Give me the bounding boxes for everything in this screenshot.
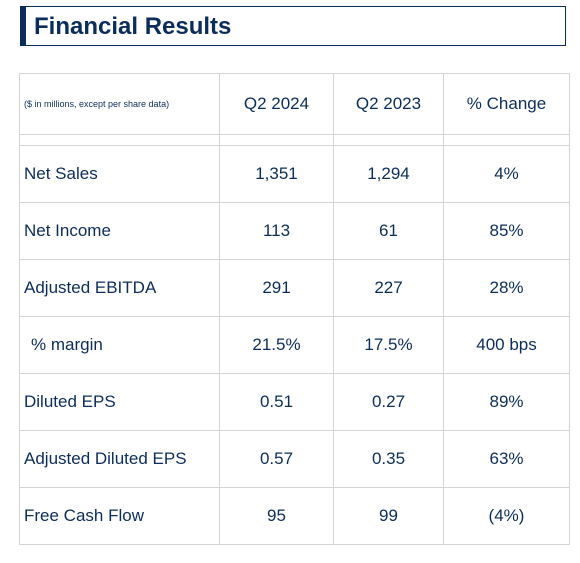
spacer-cell: [19, 134, 220, 146]
cell-q2-2023: 0.35: [333, 430, 444, 488]
cell-q2-2024: 0.57: [219, 430, 334, 488]
cell-q2-2024: 21.5%: [219, 316, 334, 374]
cell-q2-2023: 1,294: [333, 145, 444, 203]
cell-q2-2023: 99: [333, 487, 444, 545]
row-label: Net Income: [19, 202, 220, 260]
cell-q2-2023: 227: [333, 259, 444, 317]
units-note: ($ in millions, except per share data): [19, 73, 220, 135]
cell-q2-2024: 0.51: [219, 373, 334, 431]
table-row-net-sales: Net Sales 1,351 1,294 4%: [19, 145, 570, 203]
cell-q2-2023: 17.5%: [333, 316, 444, 374]
table-header-row: ($ in millions, except per share data) Q…: [19, 73, 570, 135]
table-row-margin: % margin 21.5% 17.5% 400 bps: [19, 316, 570, 374]
col-header-q2-2024: Q2 2024: [219, 73, 334, 135]
row-label: Free Cash Flow: [19, 487, 220, 545]
cell-q2-2024: 113: [219, 202, 334, 260]
spacer-cell: [443, 134, 570, 146]
table-row-net-income: Net Income 113 61 85%: [19, 202, 570, 260]
cell-change: 28%: [443, 259, 570, 317]
row-label: Adjusted EBITDA: [19, 259, 220, 317]
row-label: Adjusted Diluted EPS: [19, 430, 220, 488]
row-label: Net Sales: [19, 145, 220, 203]
cell-change: 63%: [443, 430, 570, 488]
table-row-free-cash-flow: Free Cash Flow 95 99 (4%): [19, 487, 570, 545]
cell-q2-2023: 0.27: [333, 373, 444, 431]
cell-change: 85%: [443, 202, 570, 260]
cell-q2-2023: 61: [333, 202, 444, 260]
cell-change: 4%: [443, 145, 570, 203]
cell-q2-2024: 291: [219, 259, 334, 317]
cell-q2-2024: 1,351: [219, 145, 334, 203]
cell-change: 400 bps: [443, 316, 570, 374]
table-row-adjusted-diluted-eps: Adjusted Diluted EPS 0.57 0.35 63%: [19, 430, 570, 488]
cell-change: 89%: [443, 373, 570, 431]
title-banner: Financial Results: [20, 6, 566, 46]
cell-q2-2024: 95: [219, 487, 334, 545]
table-row-adjusted-ebitda: Adjusted EBITDA 291 227 28%: [19, 259, 570, 317]
row-label: % margin: [19, 316, 220, 374]
col-header-q2-2023: Q2 2023: [333, 73, 444, 135]
col-header-pct-change: % Change: [443, 73, 570, 135]
row-label: Diluted EPS: [19, 373, 220, 431]
financial-results-table: ($ in millions, except per share data) Q…: [19, 73, 570, 545]
spacer-row: [19, 134, 570, 146]
spacer-cell: [333, 134, 444, 146]
page-title: Financial Results: [34, 13, 232, 40]
table-row-diluted-eps: Diluted EPS 0.51 0.27 89%: [19, 373, 570, 431]
cell-change: (4%): [443, 487, 570, 545]
spacer-cell: [219, 134, 334, 146]
